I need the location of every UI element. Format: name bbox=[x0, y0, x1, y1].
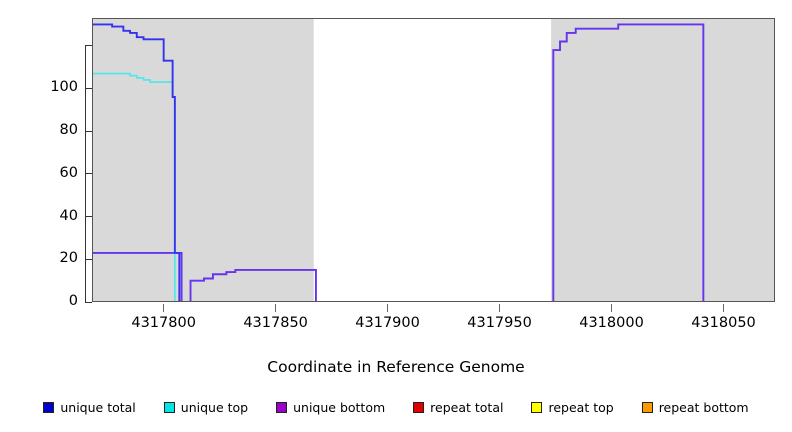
legend-item-unique-top[interactable]: unique top bbox=[163, 399, 249, 415]
shaded-region-1 bbox=[551, 18, 775, 302]
legend-item-repeat-total[interactable]: repeat total bbox=[413, 400, 503, 415]
legend-spacer bbox=[614, 407, 642, 408]
legend-item-unique-total[interactable]: unique total bbox=[43, 399, 136, 415]
x-axis-tick bbox=[275, 304, 277, 312]
y-axis-tick-label: 0 bbox=[68, 293, 78, 309]
y-axis-tick bbox=[85, 87, 92, 89]
y-axis-tick bbox=[85, 301, 92, 303]
legend-item-repeat-top[interactable]: repeat top bbox=[531, 399, 614, 415]
y-axis-tick bbox=[85, 258, 92, 260]
legend-item-repeat-bottom[interactable]: repeat bottom bbox=[641, 399, 749, 415]
y-axis-tick bbox=[85, 45, 92, 47]
legend-spacer bbox=[503, 407, 531, 408]
x-axis-tick-label: 4317950 bbox=[467, 315, 532, 331]
legend-label: repeat total bbox=[430, 399, 504, 415]
x-axis-tick bbox=[611, 304, 613, 312]
series-unique-total bbox=[92, 23, 775, 302]
y-axis-tick bbox=[85, 216, 92, 218]
legend-label: unique top bbox=[180, 399, 249, 415]
legend-spacer bbox=[248, 407, 276, 408]
x-axis-tick bbox=[722, 304, 724, 312]
y-axis-tick-label: 20 bbox=[59, 250, 78, 267]
y-axis-tick bbox=[85, 173, 92, 175]
plot-area bbox=[92, 18, 775, 302]
legend-item-unique-bottom[interactable]: unique bottom bbox=[276, 400, 385, 415]
x-axis-tick-label: 4317800 bbox=[131, 315, 196, 331]
plot-canvas bbox=[92, 18, 775, 302]
y-axis-tick-label: 100 bbox=[50, 79, 78, 96]
legend-spacer bbox=[136, 407, 164, 408]
x-axis-tick-label: 4318050 bbox=[691, 315, 756, 331]
legend-swatch-icon bbox=[276, 401, 288, 413]
y-axis-spine bbox=[85, 45, 86, 302]
legend-label: unique total bbox=[60, 399, 136, 415]
y-axis-tick-label: 80 bbox=[59, 122, 78, 139]
shaded-region-0 bbox=[92, 18, 314, 302]
legend-swatch-icon bbox=[641, 401, 653, 413]
series-unique-bottom bbox=[92, 23, 775, 302]
x-axis-tick-label: 4317850 bbox=[243, 315, 308, 331]
y-axis-tick-label: 60 bbox=[59, 164, 78, 181]
legend-label: repeat top bbox=[548, 399, 614, 415]
plot-border bbox=[92, 18, 775, 302]
x-axis-tick-label: 4317900 bbox=[355, 315, 420, 331]
legend: unique total unique top unique bottom repea… bbox=[0, 396, 792, 418]
y-axis-tick bbox=[85, 130, 92, 132]
legend-swatch-icon bbox=[43, 401, 55, 413]
x-axis-tick-label: 4318000 bbox=[579, 315, 644, 331]
x-axis-tick bbox=[387, 304, 389, 312]
legend-spacer bbox=[385, 407, 413, 408]
legend-swatch-icon bbox=[163, 401, 175, 413]
y-axis-tick-label: 40 bbox=[59, 207, 78, 224]
legend-label: unique bottom bbox=[293, 399, 386, 415]
x-axis-title: Coordinate in Reference Genome bbox=[267, 358, 525, 376]
legend-label: repeat bottom bbox=[658, 399, 749, 415]
legend-swatch-icon bbox=[413, 401, 425, 413]
x-axis-tick bbox=[163, 304, 165, 312]
legend-swatch-icon bbox=[531, 401, 543, 413]
x-axis-tick bbox=[499, 304, 501, 312]
